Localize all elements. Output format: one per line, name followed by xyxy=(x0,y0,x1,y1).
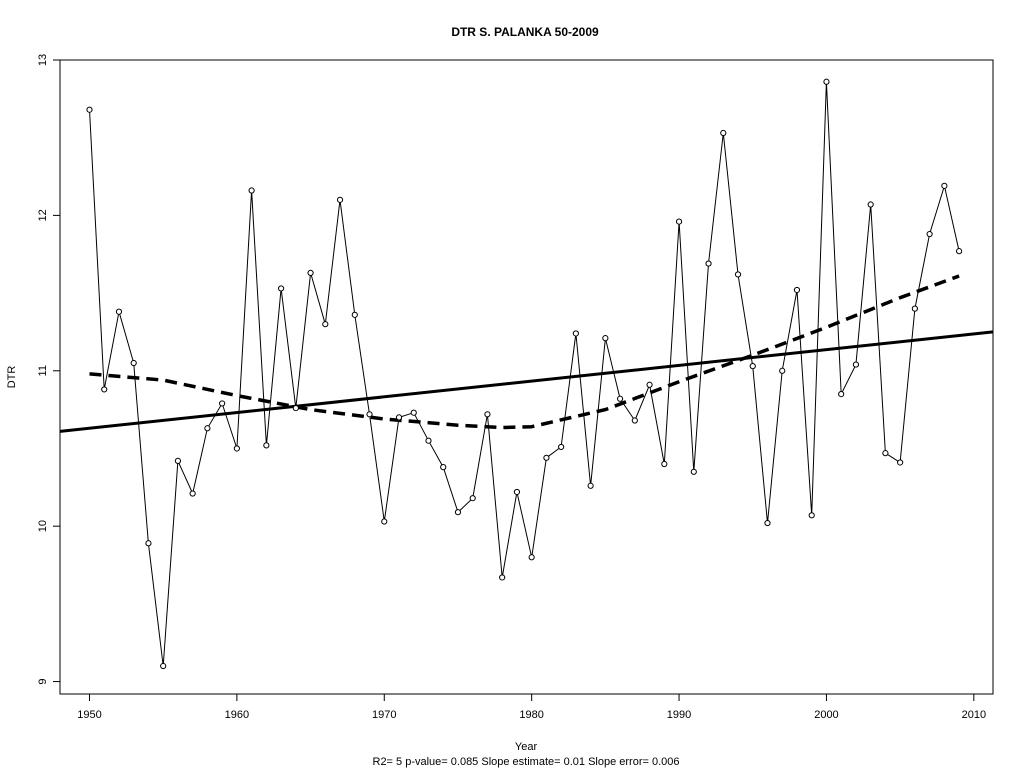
dtr-point xyxy=(587,482,594,489)
dtr-point xyxy=(263,442,270,449)
dtr-point xyxy=(882,450,889,457)
dtr-point xyxy=(484,411,491,418)
dtr-point xyxy=(101,386,108,393)
y-tick-label: 13 xyxy=(37,54,49,66)
dtr-point xyxy=(115,308,123,315)
dtr-point xyxy=(911,305,918,312)
dtr-point xyxy=(852,361,860,368)
x-axis-label: Year xyxy=(515,741,538,753)
dtr-point xyxy=(322,321,329,328)
dtr-point xyxy=(440,464,447,471)
x-tick-label: 2010 xyxy=(962,709,986,721)
dtr-point xyxy=(204,425,211,432)
dtr-point xyxy=(86,106,93,113)
dtr-point xyxy=(513,488,521,496)
x-tick-label: 1970 xyxy=(372,709,396,721)
dtr-point xyxy=(499,574,506,581)
linear-trend-line xyxy=(59,330,994,433)
dtr-point xyxy=(351,311,358,318)
dtr-point xyxy=(793,286,801,294)
dtr-point xyxy=(307,269,314,276)
dtr-point xyxy=(897,459,904,466)
dtr-point xyxy=(661,460,668,468)
dtr-point xyxy=(145,540,152,547)
dtr-point xyxy=(233,445,240,452)
y-tick-label: 10 xyxy=(37,520,49,532)
dtr-point xyxy=(867,201,874,208)
x-tick-label: 1980 xyxy=(519,709,543,721)
y-tick-label: 12 xyxy=(37,209,49,221)
dtr-point xyxy=(955,248,963,255)
y-tick-label: 11 xyxy=(37,365,49,376)
dtr-point xyxy=(616,395,624,402)
dtr-point xyxy=(395,414,403,421)
dtr-point xyxy=(248,187,255,194)
dtr-point xyxy=(602,335,609,342)
dtr-point xyxy=(720,129,727,137)
dtr-point xyxy=(381,518,388,525)
dtr-point xyxy=(292,404,299,412)
y-axis-label: DTR xyxy=(6,366,18,389)
dtr-point xyxy=(690,468,697,475)
dtr-point xyxy=(749,363,756,370)
dtr-point xyxy=(543,454,550,461)
dtr-point xyxy=(425,437,432,444)
dtr-point xyxy=(219,400,226,407)
dtr-point xyxy=(277,285,285,292)
dtr-point xyxy=(926,230,933,238)
x-tick-label: 2000 xyxy=(814,709,838,721)
dtr-point xyxy=(764,519,771,527)
dtr-point xyxy=(336,196,344,203)
dtr-point xyxy=(675,218,683,225)
x-tick-label: 1950 xyxy=(77,709,101,721)
dtr-point xyxy=(646,381,653,388)
dtr-series-line xyxy=(89,81,960,667)
dtr-point xyxy=(558,443,565,451)
chart-title: DTR S. PALANKA 50-2009 xyxy=(451,25,599,39)
dtr-point xyxy=(469,495,476,502)
axes: 1950 1960 1970 1980 1990 2000 2010 9 10 11 12 13 xyxy=(37,54,986,721)
dtr-point xyxy=(779,367,786,374)
dtr-point xyxy=(366,411,373,418)
dtr-point xyxy=(454,509,462,516)
plot-frame xyxy=(59,59,994,695)
dtr-point xyxy=(823,78,830,85)
dtr-point xyxy=(189,490,196,497)
dtr-point xyxy=(631,417,638,424)
dtr-point xyxy=(410,409,417,416)
y-tick-label: 9 xyxy=(37,679,49,685)
x-tick-label: 1990 xyxy=(667,709,691,721)
dtr-point xyxy=(130,359,137,367)
x-tick-label: 1960 xyxy=(225,709,249,721)
dtr-point xyxy=(528,554,535,561)
smooth-trend-line xyxy=(89,274,960,430)
dtr-point xyxy=(572,330,579,337)
dtr-point xyxy=(838,390,845,398)
stats-caption: R2= 5 p-value= 0.085 Slope estimate= 0.0… xyxy=(373,756,680,768)
data-marks xyxy=(59,78,994,670)
dtr-point xyxy=(174,457,182,465)
dtr-point xyxy=(160,662,167,670)
dtr-point xyxy=(808,512,815,519)
dtr-point xyxy=(941,182,948,189)
dtr-point xyxy=(734,271,742,278)
dtr-point xyxy=(705,260,712,267)
